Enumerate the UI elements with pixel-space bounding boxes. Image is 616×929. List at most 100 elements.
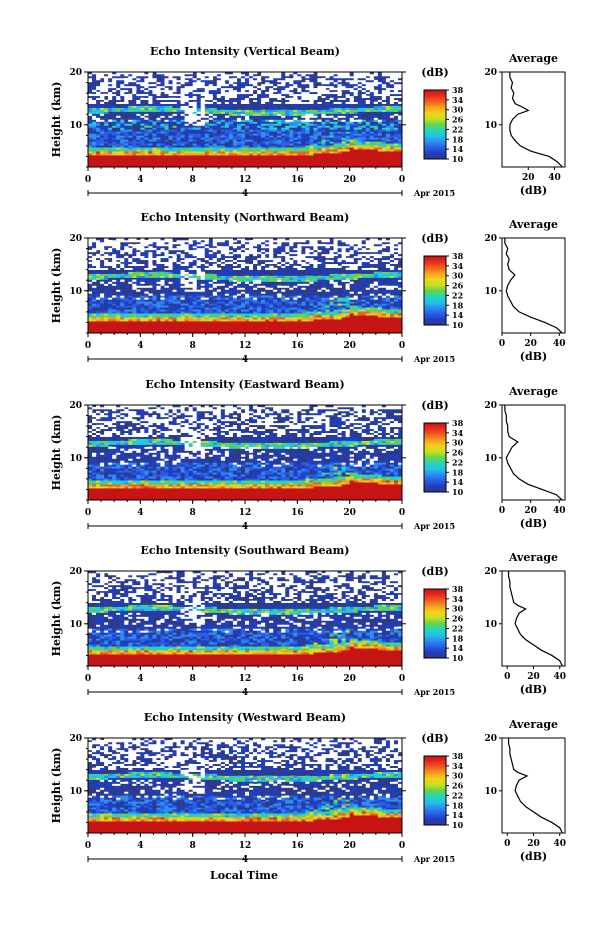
heatmap-cell bbox=[333, 165, 338, 168]
heatmap-cell bbox=[265, 137, 270, 140]
heatmap-cell bbox=[228, 147, 234, 150]
heatmap-cell bbox=[188, 151, 193, 154]
heatmap-cell bbox=[216, 89, 222, 93]
heatmap-cell bbox=[176, 145, 181, 148]
heatmap-cell bbox=[333, 299, 338, 302]
heatmap-cell bbox=[341, 119, 346, 122]
heatmap-cell bbox=[389, 89, 395, 93]
heatmap-cell bbox=[192, 165, 197, 168]
heatmap-cell bbox=[148, 147, 153, 150]
heatmap-cell bbox=[389, 137, 395, 140]
heatmap-cell bbox=[261, 305, 266, 308]
heatmap-cell bbox=[176, 135, 181, 138]
heatmap-cell bbox=[88, 113, 93, 116]
heatmap-cell bbox=[317, 131, 322, 134]
heatmap-cell bbox=[349, 81, 354, 85]
heatmap-cell bbox=[168, 311, 173, 314]
heatmap-cell bbox=[132, 87, 137, 91]
heatmap-cell bbox=[393, 311, 399, 314]
heatmap-cell bbox=[381, 91, 387, 95]
heatmap-cell bbox=[345, 127, 350, 130]
heatmap-cell bbox=[216, 159, 222, 162]
heatmap-cell bbox=[353, 309, 359, 312]
heatmap-cell bbox=[289, 115, 294, 118]
heatmap-cell bbox=[156, 135, 161, 138]
heatmap-cell bbox=[393, 157, 399, 160]
heatmap-cell bbox=[184, 127, 189, 130]
heatmap-cell bbox=[269, 129, 274, 132]
heatmap-cell bbox=[180, 95, 185, 99]
heatmap-cell bbox=[389, 301, 395, 304]
heatmap-cell bbox=[341, 121, 346, 124]
heatmap-cell bbox=[381, 315, 387, 318]
heatmap-cell bbox=[345, 103, 350, 106]
heatmap-cell bbox=[349, 72, 354, 75]
heatmap-cell bbox=[257, 135, 262, 138]
heatmap-cell bbox=[369, 311, 375, 314]
heatmap-cell bbox=[232, 305, 238, 308]
heatmap-cell bbox=[176, 325, 181, 328]
heatmap-cell bbox=[216, 155, 222, 158]
heatmap-cell bbox=[313, 319, 318, 322]
heatmap-cell bbox=[269, 155, 274, 158]
heatmap-cell bbox=[200, 317, 206, 320]
heatmap-cell bbox=[297, 81, 302, 85]
heatmap-cell bbox=[120, 315, 125, 318]
heatmap-cell bbox=[88, 105, 93, 108]
heatmap-cell bbox=[132, 135, 137, 138]
heatmap-cell bbox=[353, 101, 359, 104]
heatmap-cell bbox=[108, 145, 113, 148]
heatmap-cell bbox=[120, 73, 125, 77]
heatmap-cell bbox=[301, 163, 306, 166]
heatmap-cell bbox=[297, 87, 302, 91]
heatmap-cell bbox=[108, 325, 113, 328]
heatmap-cell bbox=[265, 297, 270, 300]
heatmap-cell bbox=[220, 303, 226, 306]
heatmap-cell bbox=[261, 129, 266, 132]
heatmap-cell bbox=[361, 305, 367, 308]
heatmap-cell bbox=[232, 147, 238, 150]
heatmap-cell bbox=[289, 89, 294, 93]
heatmap-cell bbox=[120, 149, 125, 152]
heatmap-cell bbox=[116, 111, 121, 114]
heatmap-cell bbox=[204, 77, 210, 81]
heatmap-cell bbox=[349, 315, 354, 318]
heatmap-cell bbox=[397, 141, 403, 144]
heatmap-cell bbox=[345, 95, 350, 99]
heatmap-cell bbox=[321, 331, 326, 334]
heatmap-cell bbox=[196, 313, 202, 316]
heatmap-cell bbox=[180, 81, 185, 85]
heatmap-cell bbox=[333, 105, 338, 108]
heatmap-cell bbox=[361, 111, 367, 114]
heatmap-cell bbox=[216, 73, 222, 77]
heatmap-cell bbox=[228, 107, 234, 110]
heatmap-cell bbox=[385, 103, 391, 106]
heatmap-cell bbox=[357, 305, 363, 308]
heatmap-cell bbox=[144, 89, 149, 93]
heatmap-cell bbox=[164, 315, 169, 318]
heatmap-cell bbox=[96, 329, 101, 332]
heatmap-cell bbox=[116, 327, 121, 330]
heatmap-cell bbox=[341, 165, 346, 168]
heatmap-cell bbox=[212, 165, 218, 168]
heatmap-cell bbox=[168, 157, 173, 160]
heatmap-cell bbox=[313, 105, 318, 108]
heatmap-cell bbox=[136, 131, 141, 134]
heatmap-cell bbox=[249, 103, 254, 106]
heatmap-cell bbox=[212, 161, 218, 164]
heatmap-cell bbox=[349, 147, 354, 150]
heatmap-cell bbox=[349, 77, 354, 81]
heatmap-cell bbox=[120, 311, 125, 314]
heatmap-cell bbox=[136, 301, 141, 304]
heatmap-cell bbox=[369, 85, 375, 89]
heatmap-cell bbox=[361, 163, 367, 166]
heatmap-cell bbox=[136, 321, 141, 324]
heatmap-cell bbox=[224, 325, 230, 328]
heatmap-cell bbox=[164, 127, 169, 130]
heatmap-cell bbox=[140, 141, 145, 144]
heatmap-cell bbox=[357, 331, 363, 334]
heatmap-cell bbox=[232, 311, 238, 314]
heatmap-cell bbox=[385, 329, 391, 332]
heatmap-cell bbox=[116, 109, 121, 112]
heatmap-cell bbox=[297, 129, 302, 132]
